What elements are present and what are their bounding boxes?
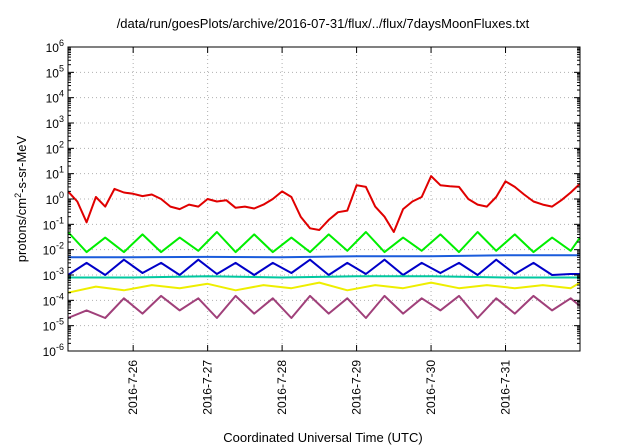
y-tick-label: 101 bbox=[46, 165, 64, 182]
y-tick-label: 103 bbox=[46, 114, 64, 131]
series-lines bbox=[67, 175, 581, 319]
y-tick-label: 10-1 bbox=[43, 215, 64, 232]
x-tick-label: 2016-7-26 bbox=[126, 360, 140, 415]
series-line bbox=[67, 258, 580, 276]
y-tick-label: 10-6 bbox=[43, 342, 64, 359]
series-line bbox=[67, 175, 581, 233]
grid-lines bbox=[68, 47, 580, 351]
series-line bbox=[67, 231, 581, 254]
x-ticks: 2016-7-26 2016-7-27 2016-7-28 2016-7-29 2016… bbox=[126, 47, 513, 415]
y-tick-label: 10-5 bbox=[43, 317, 64, 334]
y-tick-label: 10-4 bbox=[43, 291, 64, 308]
series-line bbox=[67, 281, 581, 294]
x-axis-title: Coordinated Universal Time (UTC) bbox=[223, 430, 422, 445]
y-axis-title: protons/cm2-s-sr-MeV bbox=[13, 135, 29, 262]
x-tick-label: 2016-7-29 bbox=[350, 360, 364, 415]
y-tick-label: 105 bbox=[46, 63, 64, 80]
x-tick-label: 2016-7-30 bbox=[424, 360, 438, 415]
x-tick-label: 2016-7-27 bbox=[201, 360, 215, 415]
series-line bbox=[68, 254, 580, 259]
y-tick-label: 104 bbox=[46, 89, 64, 106]
series-line bbox=[67, 294, 581, 319]
series-line bbox=[68, 275, 580, 279]
x-tick-label: 2016-7-31 bbox=[499, 360, 513, 415]
y-tick-label: 10-2 bbox=[43, 241, 64, 258]
y-tick-label: 102 bbox=[46, 139, 64, 156]
y-tick-label: 100 bbox=[46, 190, 64, 207]
x-tick-label: 2016-7-28 bbox=[275, 360, 289, 415]
chart-title: /data/run/goesPlots/archive/2016-07-31/f… bbox=[117, 16, 530, 31]
y-ticks: 10-6 10-5 10-4 10-3 10-2 10-1 100 101 102 103 104 1… bbox=[43, 38, 580, 359]
y-tick-label: 10-3 bbox=[43, 266, 64, 283]
y-tick-label: 106 bbox=[46, 38, 64, 55]
